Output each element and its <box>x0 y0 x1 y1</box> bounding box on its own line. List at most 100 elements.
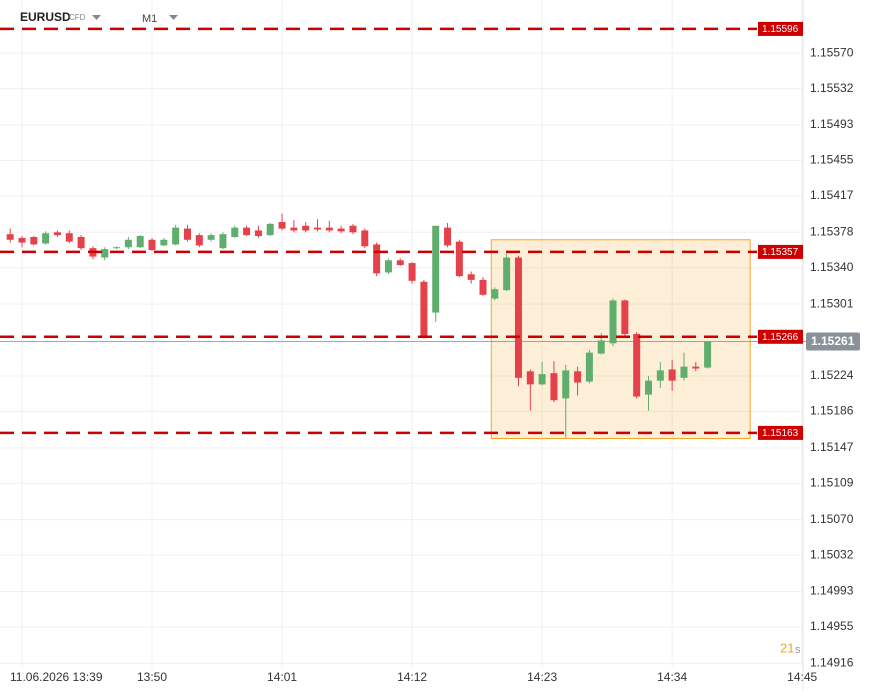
toolbar: EURUSD CFD M1 <box>20 10 178 25</box>
price-zone <box>490 239 751 439</box>
y-tick-label: 1.15455 <box>810 153 854 167</box>
candle-body <box>467 274 475 280</box>
x-tick-label: 11.06.2026 13:39 <box>10 670 103 684</box>
candle-body <box>195 235 203 246</box>
candle-body <box>290 227 298 231</box>
candle-body <box>183 228 191 240</box>
candle-body <box>325 227 333 231</box>
candle-body <box>349 225 357 233</box>
y-tick-label: 1.15570 <box>810 45 854 59</box>
y-tick-label: 1.15378 <box>810 224 854 238</box>
candle-body <box>668 369 676 381</box>
candle-body <box>609 300 617 344</box>
candle-body <box>503 257 511 291</box>
candle-body <box>77 236 85 249</box>
candle-body <box>479 279 487 295</box>
level-label: 1.15266 <box>762 332 799 343</box>
candle-body <box>53 232 61 236</box>
candle-body <box>704 341 712 368</box>
candle-body <box>361 230 369 247</box>
candle-body <box>219 234 227 249</box>
candle-body <box>656 370 664 381</box>
y-tick-label: 1.15109 <box>810 475 854 489</box>
candle-body <box>455 241 463 277</box>
level-label-bg <box>758 329 803 344</box>
candle-body <box>562 370 570 399</box>
timeframe[interactable]: M1 <box>142 13 157 25</box>
candle-body <box>633 334 641 397</box>
candle-body <box>384 260 392 273</box>
candle-body <box>538 374 546 385</box>
y-tick-label: 1.15301 <box>810 296 854 310</box>
candle-body <box>6 234 14 240</box>
candle-body <box>314 227 322 230</box>
y-tick-label: 1.15070 <box>810 512 854 526</box>
candle-body <box>172 227 180 245</box>
candle-body <box>432 225 440 313</box>
candle-body <box>680 366 688 378</box>
candle-body <box>278 222 286 229</box>
y-tick-label: 1.15032 <box>810 547 854 561</box>
candle-body <box>373 244 381 274</box>
candle-body <box>644 380 652 395</box>
y-tick-label: 1.15147 <box>810 440 854 454</box>
level-label: 1.15163 <box>762 428 799 439</box>
current-price-label: 1.15261 <box>811 334 855 348</box>
symbol-dropdown[interactable] <box>92 15 101 20</box>
candle-body <box>136 236 144 248</box>
candle-body <box>621 300 629 334</box>
candle-body <box>113 247 121 249</box>
candle-body <box>337 228 345 232</box>
current-price-bg <box>806 332 860 351</box>
candle-body <box>30 236 38 245</box>
y-tick-label: 1.14916 <box>810 656 854 670</box>
candle-body <box>444 227 452 246</box>
candle-body <box>574 371 582 383</box>
candle-body <box>207 235 215 240</box>
y-tick-label: 1.15493 <box>810 117 854 131</box>
level-label-bg <box>758 21 803 36</box>
candle-body <box>692 366 700 369</box>
y-tick-label: 1.15417 <box>810 188 854 202</box>
x-tick-label: 14:34 <box>657 670 687 684</box>
timeframe-dropdown[interactable] <box>169 15 178 20</box>
candle-body <box>243 227 251 236</box>
candle-body <box>396 260 404 265</box>
y-tick-label: 1.15224 <box>810 368 854 382</box>
candle-body <box>550 373 558 401</box>
countdown: 21 <box>780 640 794 655</box>
symbol[interactable]: EURUSD <box>20 10 71 24</box>
candle-body <box>420 281 428 336</box>
x-tick-label: 13:50 <box>137 670 167 684</box>
candle-body <box>42 233 50 244</box>
x-tick-label: 14:23 <box>527 670 557 684</box>
candle-body <box>254 230 262 237</box>
candle-body <box>101 249 109 258</box>
candle-body <box>148 239 156 251</box>
y-tick-label: 1.15532 <box>810 81 854 95</box>
candle-body <box>491 289 499 299</box>
candle-body <box>597 340 605 354</box>
candle-body <box>65 233 73 242</box>
candle-body <box>514 257 522 378</box>
candle-body <box>585 352 593 382</box>
candle-body <box>266 223 274 236</box>
level-label: 1.15357 <box>762 247 799 258</box>
countdown-unit: s <box>795 644 801 656</box>
candle-body <box>231 227 239 237</box>
x-tick-label: 14:01 <box>267 670 297 684</box>
level-label: 1.15596 <box>762 24 799 35</box>
candle-body <box>408 263 416 281</box>
x-tick-label: 14:12 <box>397 670 427 684</box>
candle-body <box>160 239 168 246</box>
y-tick-label: 1.15186 <box>810 404 854 418</box>
x-tick-label: 14:45 <box>787 670 817 684</box>
y-tick-label: 1.15340 <box>810 260 854 274</box>
level-label-bg <box>758 244 803 259</box>
candle-body <box>18 237 26 243</box>
candle-body <box>302 225 310 231</box>
